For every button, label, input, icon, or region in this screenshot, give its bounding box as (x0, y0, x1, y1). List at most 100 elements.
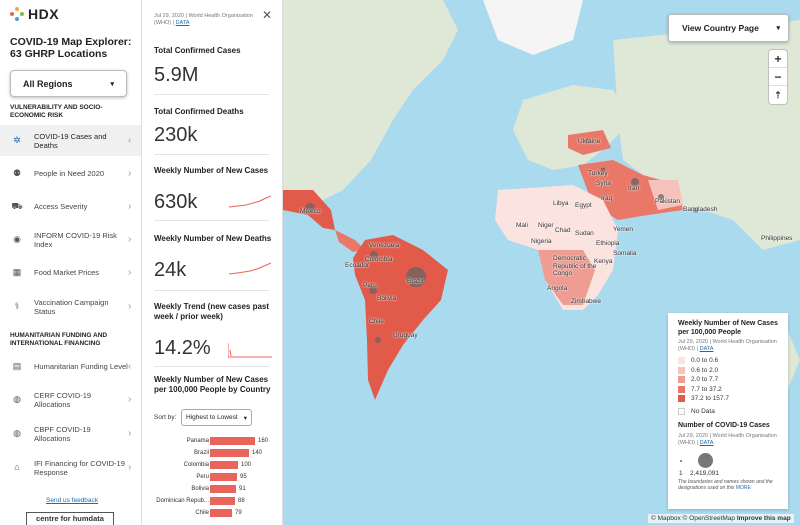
zoom-out-button[interactable]: − (769, 68, 787, 86)
legend-swatch (678, 385, 685, 393)
legend-swatch (678, 395, 685, 403)
attribution-mapbox[interactable]: © Mapbox (651, 515, 681, 522)
map-label: Kenya (594, 258, 613, 265)
chevron-right-icon: › (128, 234, 132, 245)
legend-class-label: 7.7 to 37.2 (691, 385, 722, 393)
stat-title: Weekly Trend (new cases past week / prio… (154, 302, 270, 321)
bar-value-label: 79 (235, 510, 242, 516)
case-bubble-peru (369, 286, 377, 294)
sidebar-item-funding-level[interactable]: ▤ Humanitarian Funding Level ‹ (0, 351, 141, 382)
bar (210, 485, 236, 493)
stat-title: Total Confirmed Deaths (154, 107, 244, 116)
view-country-select[interactable]: View Country Page ▾ (668, 14, 789, 42)
region-select-value: All Regions (23, 78, 73, 89)
zoom-in-button[interactable]: + (769, 50, 787, 68)
logo-text: HDX (28, 6, 60, 22)
chevron-right-icon: › (128, 428, 132, 439)
world-map (283, 0, 800, 400)
map-label: Iran (628, 185, 640, 192)
virus-icon: ✲ (13, 135, 21, 145)
sidebar-item-label: IFI Financing for COVID-19 Response (34, 458, 125, 477)
stat-value: 24k (154, 259, 187, 281)
partner-logo[interactable]: centre for humdata (26, 512, 114, 525)
sidebar-item-label: Humanitarian Funding Level (34, 362, 128, 371)
stat-value: 5.9M (154, 64, 199, 86)
bar (210, 437, 255, 445)
legend-swatch (678, 357, 685, 365)
bar (210, 509, 232, 517)
bar-row[interactable]: Peru 95 (142, 473, 282, 483)
case-bubble-chile (375, 337, 381, 343)
legend-more-link[interactable]: MORE (735, 485, 751, 491)
sort-select[interactable]: Highest to Lowest ▾ (181, 409, 252, 426)
bar-row[interactable]: Bolivia 91 (142, 485, 282, 495)
region-select[interactable]: All Regions ▾ (10, 70, 127, 97)
sidebar: HDX COVID-19 Map Explorer: 63 GHRP Locat… (0, 0, 142, 525)
sidebar-item-cerf[interactable]: ◍ CERF COVID-19 Allocations › (0, 384, 141, 415)
bar-category-label: Bolivia (191, 486, 209, 492)
sidebar-item-ifi[interactable]: ⌂ IFI Financing for COVID-19 Response › (0, 452, 141, 483)
reset-north-button[interactable]: ⇡ (774, 90, 782, 100)
map-label: Ethiopia (596, 240, 620, 247)
legend-source-text: Jul 29, 2020 | World Health Organisation… (678, 432, 777, 446)
bar-category-label: Dominican Repub... (156, 498, 209, 504)
hdx-logo-icon (10, 7, 24, 21)
zoom-controls: + − ⇡ (769, 50, 787, 104)
map-label: Turkey (588, 170, 608, 177)
sidebar-item-access-severity[interactable]: ⛟ Access Severity › (0, 191, 141, 222)
map-label: Peru (363, 282, 377, 289)
sidebar-item-inform-risk[interactable]: ◉ INFORM COVID-19 Risk Index › (0, 224, 141, 255)
bar-category-label: Chile (195, 510, 209, 516)
legend-no-data: No Data (678, 407, 778, 417)
stat-title: Total Confirmed Cases (154, 46, 241, 55)
bar-value-label: 95 (240, 474, 247, 480)
sidebar-item-cbpf[interactable]: ◍ CBPF COVID-19 Allocations › (0, 418, 141, 449)
sidebar-item-label: Access Severity (34, 202, 88, 211)
bar-row[interactable]: Brazil 140 (142, 449, 282, 459)
legend-class: 2.0 to 7.7 (678, 375, 778, 385)
case-bubble-colombia (370, 251, 378, 259)
map-label: Iraq (601, 195, 613, 202)
bar-row[interactable]: Panama 160 (142, 437, 282, 447)
cart-icon: ▦ (12, 267, 22, 277)
feedback-link[interactable]: Send us feedback (46, 497, 99, 504)
sidebar-item-label: Vaccination Campaign Status (34, 297, 109, 316)
chevron-right-icon: › (128, 168, 132, 179)
legend-data-link[interactable]: DATA (699, 346, 714, 352)
money-bag-icon: ◍ (13, 428, 21, 438)
sidebar-item-label: People in Need 2020 (34, 169, 105, 178)
central-america (335, 230, 365, 252)
attribution-improve[interactable]: Improve this map (736, 515, 791, 522)
sidebar-item-vaccination[interactable]: ⚕ Vaccination Campaign Status › (0, 291, 141, 322)
map-attribution: © Mapbox © OpenStreetMap Improve this ma… (648, 514, 794, 523)
source-data-link[interactable]: DATA (175, 20, 190, 26)
legend-source-text: Jul 29, 2020 | World Health Organisation… (678, 339, 777, 352)
section-vulnerability: VULNERABILITY AND SOCIO-ECONOMIC RISK (10, 104, 103, 119)
attribution-osm[interactable]: © OpenStreetMap (682, 515, 736, 522)
money-icon: ▤ (12, 361, 22, 371)
stat-title: Weekly Number of New Cases (154, 166, 269, 175)
sidebar-item-covid-cases[interactable]: ✲ COVID-19 Cases and Deaths ‹ (0, 125, 141, 156)
bar-row[interactable]: Chile 79 (142, 509, 282, 519)
bar-value-label: 100 (241, 462, 252, 468)
divider (154, 366, 269, 367)
legend-circle-min-label: 1 (679, 469, 683, 477)
ranking-title: Weekly Number of New Cases per 100,000 P… (154, 375, 271, 394)
legend-class: 7.7 to 37.2 (678, 385, 778, 395)
close-icon[interactable]: ✕ (262, 8, 273, 22)
legend-data-link[interactable]: DATA (699, 439, 714, 446)
chevron-right-icon: › (128, 394, 132, 405)
bar-row[interactable]: Dominican Repub... 88 (142, 497, 282, 507)
risk-index-icon: ◉ (13, 234, 21, 244)
sidebar-item-food-prices[interactable]: ▦ Food Market Prices › (0, 257, 141, 288)
case-bubble-mexico (305, 203, 315, 213)
hdx-logo[interactable]: HDX (10, 6, 59, 22)
chevron-left-icon: ‹ (128, 135, 132, 146)
case-bubble-bangladesh (692, 207, 698, 213)
map-label: Mexico (300, 208, 321, 215)
sidebar-item-people-in-need[interactable]: ⚉ People in Need 2020 › (0, 158, 141, 189)
bar-value-label: 88 (238, 498, 245, 504)
map-label: Venezuela (369, 242, 400, 249)
bar-row[interactable]: Colombia 100 (142, 461, 282, 471)
